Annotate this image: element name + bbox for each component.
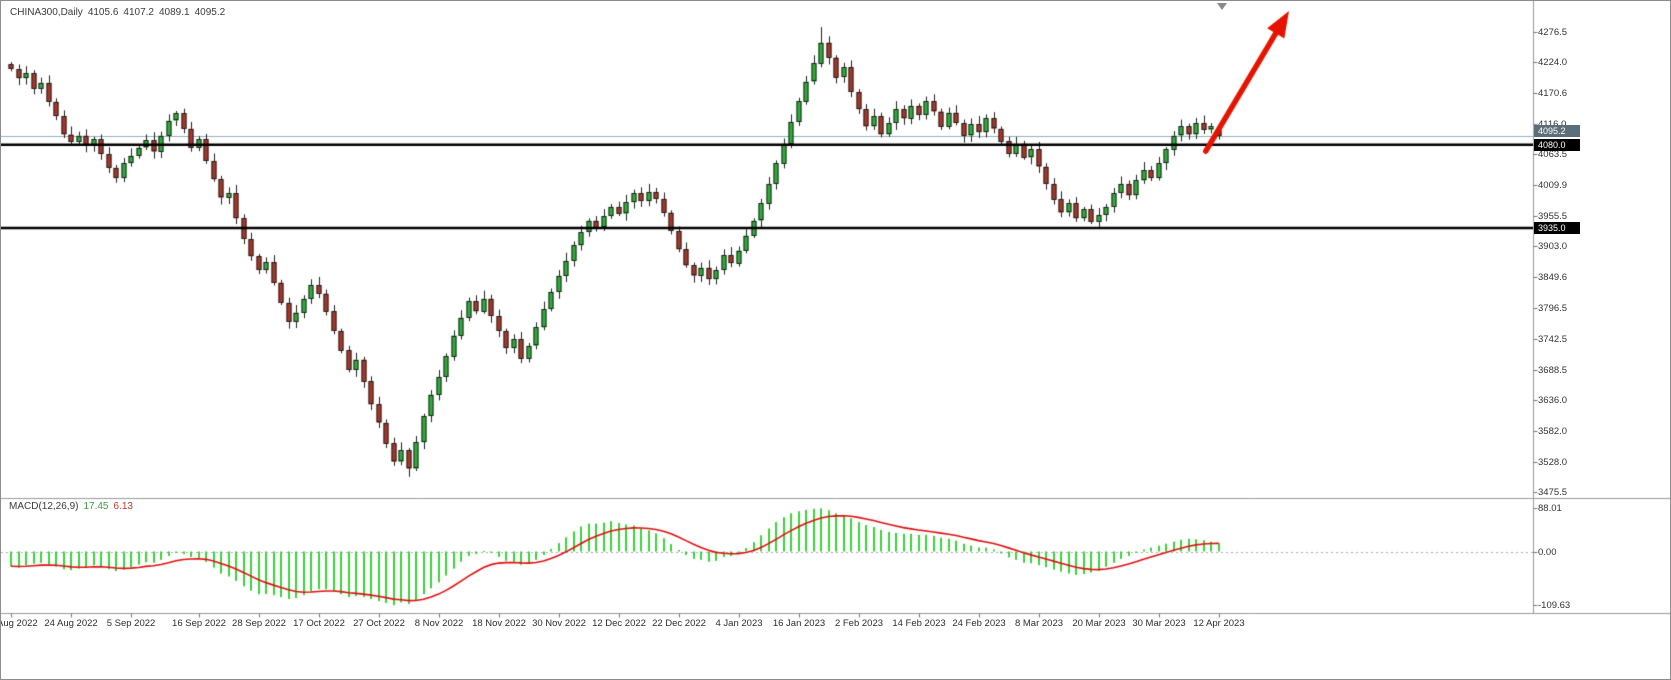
macd-signal-value: 6.13 (113, 501, 133, 512)
chart-symbol-info: CHINA300,Daily 4105.6 4107.2 4089.1 4095.2 (10, 7, 230, 18)
symbol-timeframe-label: CHINA300,Daily (10, 7, 83, 18)
resistance-level-tag: 4080.0 (1534, 139, 1580, 152)
macd-name-label: MACD(12,26,9) (9, 501, 79, 512)
ohlc-high: 4107.2 (123, 7, 154, 18)
ohlc-open: 4105.6 (87, 7, 119, 18)
current-price-tag: 4095.2 (1534, 125, 1580, 138)
ohlc-low: 4089.1 (159, 7, 190, 18)
support-level-tag: 3935.0 (1534, 222, 1580, 235)
macd-indicator-label: MACD(12,26,9) 17.45 6.13 (9, 501, 138, 512)
ohlc-close: 4095.2 (194, 7, 226, 18)
macd-main-value: 17.45 (83, 501, 109, 512)
chart-shift-marker-icon[interactable] (1217, 3, 1227, 10)
